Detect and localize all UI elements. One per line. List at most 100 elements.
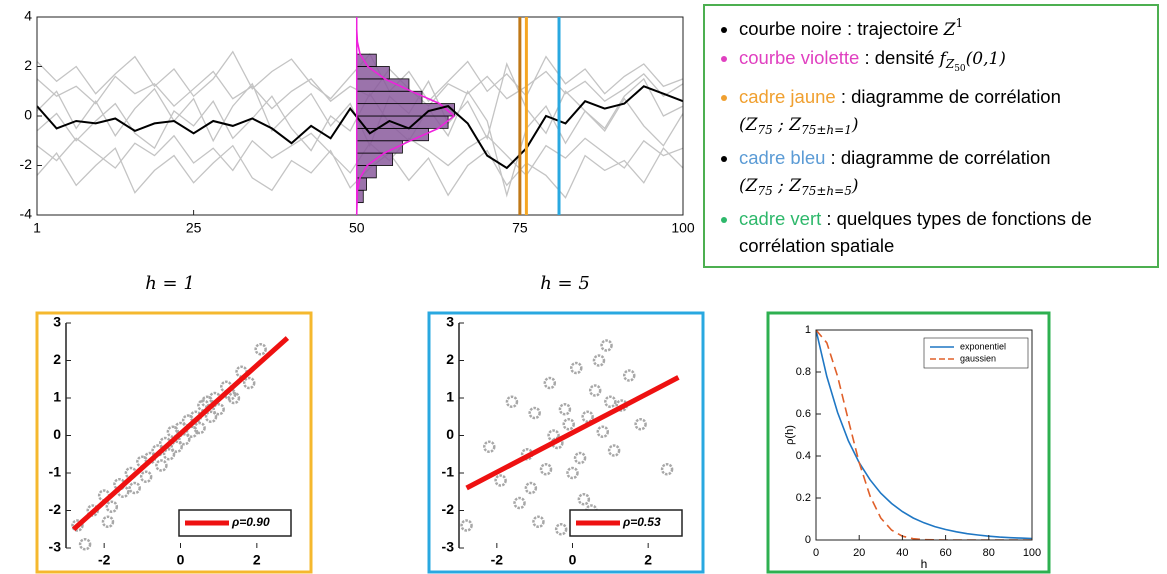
- x-tick-label: 25: [186, 220, 202, 236]
- scatter-point: [562, 418, 575, 431]
- x-tick-label: 0: [177, 552, 185, 568]
- scatter-point: [204, 410, 218, 423]
- scatter-point: [155, 459, 168, 472]
- note-text: ;: [772, 115, 790, 135]
- axes-box: [815, 329, 1033, 541]
- y-tick-label: -2: [442, 501, 455, 517]
- x-tick-label: 2: [253, 552, 261, 568]
- note-text: (: [739, 176, 746, 196]
- note-item: cadre jaune : diagramme de corrélation(Z…: [739, 83, 1157, 144]
- y-tick-label: -3: [49, 539, 62, 555]
- scatter-point: [166, 425, 180, 438]
- x-tick-label: 80: [983, 547, 995, 559]
- y-tick-label: -2: [49, 501, 62, 517]
- scatter-point: [607, 444, 621, 457]
- y-tick-label: -2: [20, 156, 33, 172]
- scatter-point: [494, 474, 507, 487]
- x-tick-label: 60: [939, 547, 951, 559]
- note-text: 50: [954, 64, 966, 74]
- scatter-point: [460, 519, 473, 532]
- scatter-point: [600, 339, 613, 352]
- scatter-point: [592, 354, 606, 367]
- chart-frame: [427, 311, 705, 574]
- scatter-point: [505, 395, 519, 408]
- plot-area: [816, 330, 1032, 540]
- y-tick-label: -1: [442, 464, 455, 480]
- note-text: : quelques types de fonctions de corréla…: [739, 208, 1092, 256]
- x-tick-label: 100: [1023, 547, 1041, 559]
- scatter-point: [660, 463, 674, 476]
- y-tick-label: 1: [53, 389, 61, 405]
- y-axis-label: ρ(h): [784, 425, 796, 445]
- note-text: Z: [945, 57, 955, 71]
- scatter-point: [178, 433, 191, 446]
- note-text: Z: [745, 176, 758, 196]
- scatter-point: [528, 406, 541, 420]
- scatter-point: [588, 384, 602, 397]
- note-text: (: [739, 115, 746, 135]
- y-tick-label: 0: [53, 426, 61, 442]
- scatter-point: [254, 343, 267, 356]
- note-text: ): [851, 176, 859, 196]
- note-text: 1: [955, 16, 964, 30]
- y-tick-label: 0.8: [796, 366, 811, 378]
- y-tick-label: -4: [20, 206, 33, 222]
- y-tick-label: 0: [446, 426, 454, 442]
- histogram-bar: [356, 103, 456, 117]
- note-text: 75±h=1: [801, 123, 852, 137]
- series-line: [37, 85, 683, 170]
- note-text: 75: [757, 123, 773, 137]
- y-tick-label: 2: [446, 351, 454, 367]
- note-text: Z: [745, 115, 758, 135]
- y-tick-label: 0.4: [796, 450, 811, 462]
- scatter-point: [162, 448, 176, 461]
- legend-label: ρ=0.90: [231, 515, 270, 529]
- note-text: Z: [789, 115, 802, 135]
- y-tick-label: 2: [53, 351, 61, 367]
- scatter-point: [604, 395, 617, 408]
- x-tick-label: 20: [853, 547, 865, 559]
- x-axis-label: h: [921, 557, 928, 571]
- scatter-point: [78, 538, 92, 551]
- note-item: courbe noire : trajectoire Z1: [739, 10, 1157, 44]
- chart: -4 -2 0 2 4 1 25 50 75 100: [20, 8, 695, 236]
- note-text: Z: [943, 20, 956, 40]
- chart: 0 0.2 0.4 0.6 0.8 1 0 20 40 60 80 100 h ρ(h) exponenti…: [766, 311, 1051, 574]
- legend-label: ρ=0.53: [622, 515, 661, 529]
- y-tick-label: 3: [53, 314, 61, 330]
- scatter-point: [581, 410, 594, 423]
- y-tick-label: 0.2: [796, 492, 811, 504]
- y-tick-label: 0: [805, 534, 811, 546]
- scatter-point: [570, 361, 583, 375]
- x-tick-label: 1: [33, 220, 41, 236]
- scatter-point: [483, 440, 496, 453]
- note-text: (0,1): [965, 49, 1006, 69]
- note-list: courbe noire : trajectoire Z1courbe viol…: [711, 10, 1157, 259]
- chart-frame: [766, 311, 1051, 574]
- scatter-point: [71, 519, 84, 532]
- x-tick-label: 40: [896, 547, 908, 559]
- x-tick-label: 2: [644, 552, 652, 568]
- legend-label: gaussien: [960, 353, 996, 363]
- legend-box: courbe noire : trajectoire Z1courbe viol…: [703, 4, 1159, 268]
- scatter-point: [558, 403, 572, 416]
- y-tick-label: 0.6: [796, 408, 811, 420]
- x-tick-label: -2: [491, 552, 504, 568]
- scatter-point: [242, 376, 256, 390]
- scatter-point: [101, 515, 115, 528]
- fit-line: [71, 336, 290, 532]
- chart: h = 1 -3 -2 -1 0 1 2 3 -2 0 2 ρ=0.90: [35, 273, 313, 574]
- scatter-point: [554, 523, 568, 536]
- x-tick-label: 0: [569, 552, 577, 568]
- chart-title: h = 5: [540, 273, 590, 294]
- scatter-point: [566, 466, 579, 480]
- chart: h = 5 -3 -2 -1 0 1 2 3 -2 0 2 ρ=0.53: [427, 273, 705, 574]
- y-tick-label: -1: [49, 464, 62, 480]
- scatter-point: [539, 463, 553, 476]
- note-item: cadre vert : quelques types de fonctions…: [739, 205, 1157, 259]
- y-tick-label: 3: [446, 314, 454, 330]
- x-tick-label: 0: [813, 547, 819, 559]
- note-text: f: [939, 49, 946, 69]
- fit-line: [465, 375, 680, 491]
